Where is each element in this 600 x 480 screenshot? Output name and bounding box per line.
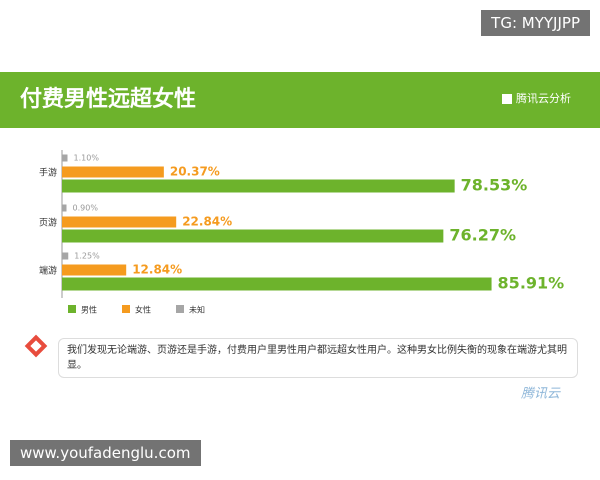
bar [62, 179, 455, 193]
logo-icon [502, 94, 512, 104]
chart-title: 付费男性远超女性 [20, 86, 196, 112]
data-label: 0.90% [73, 204, 99, 213]
watermark: www.youfadenglu.com [10, 440, 201, 466]
y-tick-label: 手游 [39, 167, 57, 179]
y-tick-label: 端游 [39, 265, 57, 277]
bar [62, 229, 444, 243]
data-label: 76.27% [449, 226, 516, 245]
data-label: 78.53% [461, 176, 528, 195]
bar [62, 264, 127, 276]
footer-logo: 腾讯云 [521, 387, 561, 402]
bar [62, 252, 69, 260]
data-label: 1.25% [74, 252, 100, 261]
legend-swatch [122, 305, 130, 313]
legend-label: 女性 [135, 305, 151, 315]
header-band [0, 72, 600, 128]
data-label: 1.10% [74, 154, 100, 163]
data-label: 85.91% [498, 274, 565, 293]
watermark: TG: MYYJJPP [481, 10, 590, 36]
legend-label: 男性 [81, 305, 97, 315]
bar [62, 204, 67, 212]
bar [62, 216, 177, 228]
bar [62, 166, 164, 178]
legend-swatch [176, 305, 184, 313]
header-logo: 腾讯云分析 [516, 91, 571, 105]
data-label: 12.84% [132, 263, 182, 277]
note: 我们发现无论端游、页游还是手游，付费用户里男性用户都远超女性用户。这种男女比例失… [58, 338, 578, 378]
y-tick-label: 页游 [39, 217, 57, 229]
data-label: 20.37% [170, 165, 220, 179]
legend-swatch [68, 305, 76, 313]
bar [62, 154, 68, 162]
data-label: 22.84% [182, 215, 232, 229]
bar [62, 277, 492, 291]
legend-label: 未知 [189, 305, 205, 315]
note-icon [24, 334, 48, 358]
